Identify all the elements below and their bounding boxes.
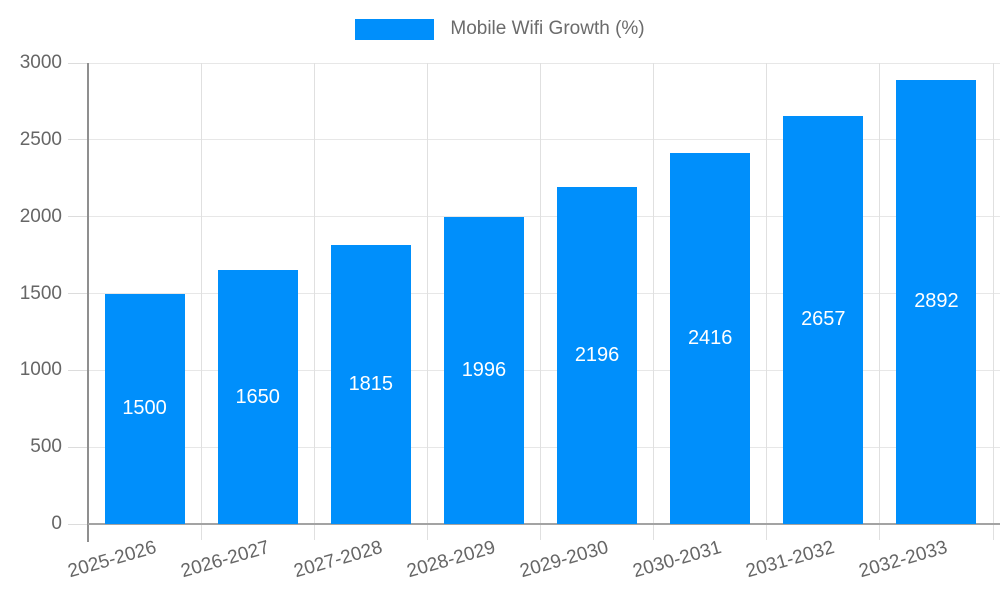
legend-swatch-icon [355, 18, 435, 40]
bar-value-label: 2657 [801, 308, 846, 331]
bar-2026-2027[interactable]: 1650 [217, 270, 298, 524]
bar-value-label: 1500 [122, 397, 167, 420]
x-gridline [540, 63, 541, 540]
bar-value-label: 1650 [235, 385, 280, 408]
y-axis-tick-label: 2000 [19, 205, 62, 227]
y-gridline [88, 369, 1000, 371]
bar-2028-2029[interactable]: 1996 [443, 217, 524, 524]
y-axis-tick-label: 1500 [19, 282, 62, 304]
y-axis-tick-label: 500 [30, 436, 62, 458]
x-gridline [200, 63, 202, 540]
y-gridline [88, 293, 1000, 294]
x-gridline [313, 63, 315, 540]
y-axis-tick-label: 0 [51, 513, 62, 534]
y-axis-tick [68, 523, 88, 525]
x-axis-line [88, 523, 1000, 525]
x-gridline [426, 63, 428, 540]
x-gridline [766, 63, 768, 540]
bar-2029-2030[interactable]: 2196 [557, 186, 638, 524]
x-gridline [879, 63, 881, 540]
y-axis-tick-label: 2500 [19, 128, 62, 150]
y-gridline [88, 446, 1000, 448]
y-axis-line [87, 63, 89, 542]
y-axis-tick [68, 293, 88, 294]
x-gridline [992, 63, 994, 540]
bar-value-label: 2892 [914, 290, 959, 313]
bar-value-label: 2416 [687, 326, 733, 349]
bar-value-label: 1815 [348, 373, 394, 396]
y-axis-tick [68, 446, 88, 448]
y-gridline [88, 62, 1000, 64]
y-axis-tick-label: 3000 [19, 52, 62, 73]
bar-2027-2028[interactable]: 1815 [330, 245, 411, 524]
bar-value-label: 1996 [461, 359, 507, 382]
bar-2025-2026[interactable]: 1500 [104, 293, 185, 524]
y-gridline [88, 139, 1000, 141]
bar-2031-2032[interactable]: 2657 [783, 115, 864, 524]
y-axis-tick [68, 216, 88, 218]
x-gridline [653, 63, 655, 540]
bar-2032-2033[interactable]: 2892 [896, 79, 977, 524]
y-axis-tick [68, 139, 88, 141]
y-axis-tick-label: 1000 [19, 359, 62, 381]
plot-area: 0 500 1000 1500 2000 2500 3000 1500 1650 1815 1996… [20, 52, 1000, 582]
bar-2030-2031[interactable]: 2416 [670, 152, 751, 524]
bar-value-label: 2196 [574, 343, 620, 366]
y-axis-tick [68, 369, 88, 371]
legend-label: Mobile Wifi Growth (%) [450, 18, 645, 39]
y-gridline [88, 216, 1000, 218]
legend[interactable]: Mobile Wifi Growth (%) [0, 18, 1000, 40]
y-axis-tick [68, 62, 88, 64]
